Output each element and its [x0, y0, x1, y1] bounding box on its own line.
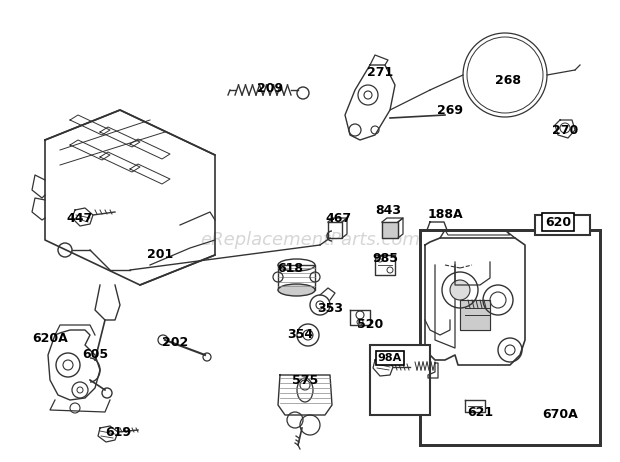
Text: 201: 201: [147, 249, 173, 261]
Bar: [420, 230, 600, 445]
Text: 670A: 670A: [542, 408, 578, 421]
Text: 268: 268: [495, 73, 521, 86]
Bar: [370, 345, 430, 415]
Text: 271: 271: [367, 66, 393, 79]
Text: 447: 447: [67, 212, 93, 225]
Text: 269: 269: [437, 103, 463, 116]
Text: 620A: 620A: [32, 332, 68, 345]
Circle shape: [450, 280, 470, 300]
Text: 621: 621: [467, 406, 493, 419]
Polygon shape: [382, 222, 398, 238]
Text: 843: 843: [375, 203, 401, 217]
Ellipse shape: [278, 284, 315, 296]
Bar: [420, 230, 600, 445]
Text: 620: 620: [545, 215, 571, 229]
Text: 619: 619: [105, 426, 131, 438]
Text: 188A: 188A: [427, 208, 463, 221]
Bar: [535, 215, 590, 235]
Text: 354: 354: [287, 328, 313, 341]
Text: 605: 605: [82, 348, 108, 361]
Text: 985: 985: [372, 251, 398, 265]
Text: 467: 467: [325, 212, 351, 225]
Text: 520: 520: [357, 318, 383, 332]
Text: eReplacementParts.com: eReplacementParts.com: [200, 231, 420, 249]
Text: 202: 202: [162, 335, 188, 348]
Text: 98A: 98A: [378, 353, 402, 363]
Text: 270: 270: [552, 123, 578, 136]
Text: 575: 575: [292, 373, 318, 387]
Text: 209: 209: [257, 81, 283, 95]
Text: 618: 618: [277, 261, 303, 274]
Polygon shape: [460, 300, 490, 330]
Text: 353: 353: [317, 302, 343, 315]
